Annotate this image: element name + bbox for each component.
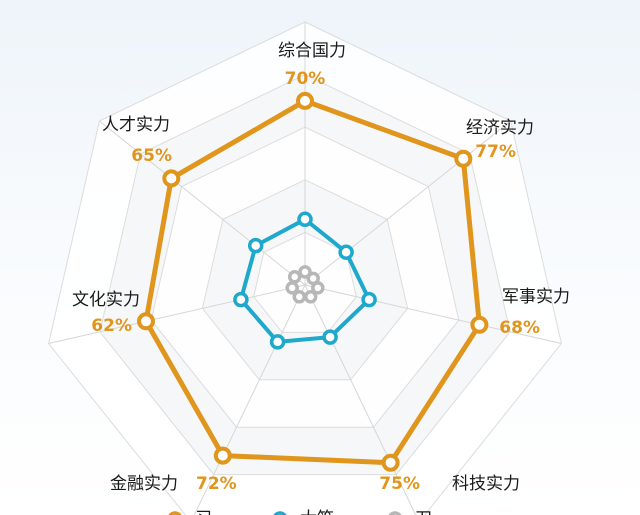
- axis-label-6: 人才实力: [102, 115, 170, 135]
- axis-label-0: 综合国力: [278, 41, 346, 61]
- series-0: [137, 91, 489, 472]
- value-label-1: 77%: [475, 142, 516, 162]
- series-2-point-0: [298, 265, 312, 279]
- spoke-1: [304, 120, 511, 286]
- series-0-point-6: [162, 169, 181, 188]
- series-1-point-3: [322, 329, 338, 345]
- spoke-5: [48, 284, 306, 344]
- series-1-point-0: [297, 211, 313, 228]
- series-0-point-4: [213, 446, 232, 465]
- axis-label-4: 金融实力: [110, 474, 178, 494]
- series-1-point-4: [269, 334, 286, 350]
- value-label-0: 70%: [285, 69, 326, 89]
- series-2-point-5: [285, 281, 299, 295]
- spoke-3: [304, 284, 417, 515]
- value-label-4: 72%: [196, 474, 237, 494]
- series-1-point-2: [361, 291, 377, 308]
- series-1-point-1: [338, 244, 354, 260]
- series-0-point-5: [137, 312, 155, 331]
- value-label-6: 65%: [131, 146, 172, 166]
- legend-label-0: 习: [195, 509, 212, 515]
- axis-label-1: 经济实力: [466, 118, 534, 138]
- series-2-point-6: [287, 270, 302, 284]
- series-1: [233, 211, 377, 350]
- series-2-point-3: [303, 290, 318, 304]
- label-layer: 综合国力 70% 经济实力 77% 军事实力 68% 科技实力 75% 金融实力 72% 文化实力 6…: [72, 41, 570, 494]
- series-0-point-1: [454, 149, 473, 168]
- series-2: [285, 265, 325, 304]
- legend-label-2: 刀: [415, 509, 432, 515]
- series-2-point-2: [311, 281, 325, 295]
- series-layer: [137, 91, 489, 472]
- series-0-point-2: [470, 315, 489, 334]
- spoke-6: [99, 120, 306, 286]
- spoke-4: [193, 284, 306, 515]
- series-0-line: [143, 98, 482, 466]
- series-0-point-3: [381, 453, 400, 472]
- series-0-point-0: [296, 91, 314, 110]
- value-label-5: 62%: [91, 316, 132, 336]
- series-1-line: [238, 217, 372, 344]
- series-1-point-5: [233, 291, 249, 308]
- legend-label-1: 大笛: [300, 509, 334, 515]
- axis-label-3: 科技实力: [452, 474, 520, 494]
- series-2-point-4: [292, 290, 307, 304]
- axis-label-2: 军事实力: [502, 287, 570, 307]
- series-1-point-6: [247, 237, 264, 254]
- value-label-3: 75%: [379, 474, 420, 494]
- value-label-2: 68%: [499, 318, 540, 338]
- axis-label-5: 文化实力: [72, 290, 140, 310]
- spoke-2: [304, 284, 562, 344]
